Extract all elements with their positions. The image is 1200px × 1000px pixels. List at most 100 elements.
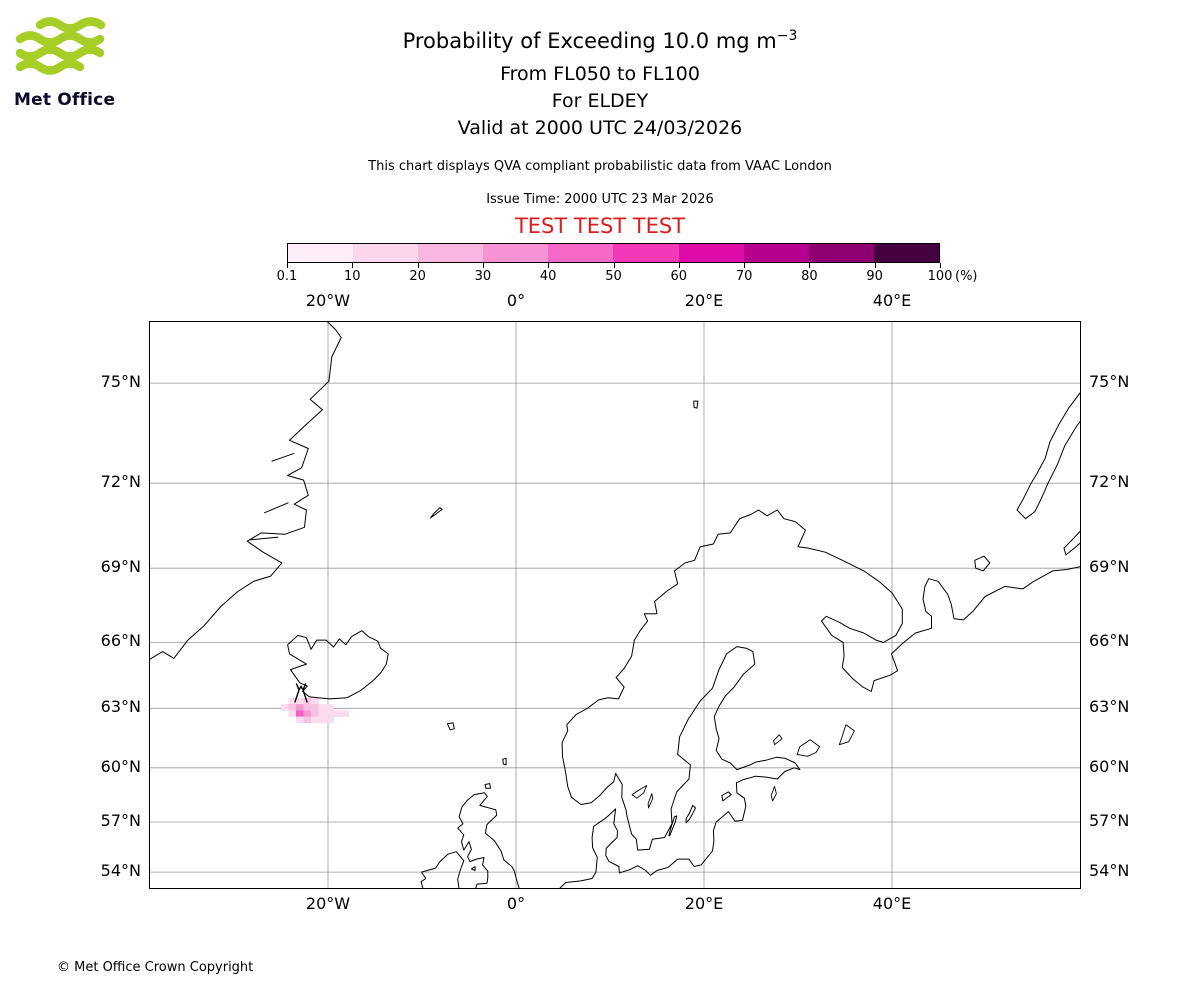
lat-label-left: 60°N xyxy=(100,756,141,776)
probability-legend: 0.1 10 20 30 40 50 60 70 80 90 100 (%) xyxy=(277,243,1007,291)
colorbar-tick-label: 0.1 xyxy=(276,269,298,284)
met-office-logo: Met Office xyxy=(14,16,134,110)
coastline-oland xyxy=(668,815,678,837)
probability-cell xyxy=(303,704,312,711)
copyright-notice: © Met Office Crown Copyright xyxy=(57,960,254,975)
colorbar-segment xyxy=(873,244,939,262)
colorbar-tick xyxy=(744,263,746,268)
chart-title-exponent: −3 xyxy=(776,28,798,44)
lat-label-left: 57°N xyxy=(100,811,141,831)
coastline-isle-of-man xyxy=(470,866,476,871)
lon-label-top: 0° xyxy=(506,291,526,310)
colorbar-tick xyxy=(352,263,354,268)
lat-label-right: 60°N xyxy=(1089,756,1130,776)
lat-label-right: 63°N xyxy=(1089,697,1130,717)
probability-cell xyxy=(311,716,319,724)
issue-time: Issue Time: 2000 UTC 23 Mar 2026 xyxy=(486,192,714,207)
probability-cell xyxy=(288,710,297,717)
lat-label-right: 72°N xyxy=(1089,472,1130,492)
lat-label-left: 69°N xyxy=(100,557,141,577)
test-banner: TEST TEST TEST xyxy=(514,214,686,238)
colorbar-tick xyxy=(548,263,550,268)
colorbar-tick xyxy=(613,263,615,268)
colorbar-segment xyxy=(548,244,614,262)
map-area xyxy=(149,321,1081,889)
probability-cell xyxy=(303,710,312,717)
probability-cell xyxy=(311,710,319,717)
lon-label-bottom: 0° xyxy=(506,894,526,913)
met-office-logo-graphic xyxy=(15,17,106,75)
colorbar-tick-label: 50 xyxy=(605,269,622,284)
colorbar-segment xyxy=(743,244,809,262)
lat-label-right: 69°N xyxy=(1089,557,1130,577)
probability-cell xyxy=(296,704,304,711)
coastline-novaya-zemlya xyxy=(1016,392,1080,520)
probability-cell xyxy=(326,704,334,711)
colorbar-tick xyxy=(678,263,680,268)
coastline-greenland-fjord-1 xyxy=(249,536,279,541)
colorbar-tick xyxy=(940,263,941,268)
colorbar-tick-label: 100 xyxy=(927,269,953,284)
probability-cell xyxy=(326,716,334,724)
coastline-greenland-fjord-2 xyxy=(263,502,289,514)
lat-label-right: 57°N xyxy=(1089,811,1130,831)
coastline-bear-island xyxy=(693,400,699,409)
colorbar-segment xyxy=(418,244,484,262)
colorbar-segment xyxy=(288,244,354,262)
lat-label-right: 66°N xyxy=(1089,631,1130,651)
title-volcano-name: For ELDEY xyxy=(551,90,649,112)
probability-cell xyxy=(303,697,312,705)
probability-cell xyxy=(318,716,327,724)
lake-ladoga xyxy=(796,739,821,757)
coastline-greenland-east-coast xyxy=(150,322,342,660)
lat-label-left: 75°N xyxy=(100,372,141,392)
colorbar-tick xyxy=(482,263,484,268)
lake-peipus xyxy=(770,785,777,802)
probability-cell xyxy=(341,710,350,717)
lat-label-left: 66°N xyxy=(100,631,141,651)
colorbar-tick xyxy=(809,263,811,268)
probability-cell xyxy=(311,697,319,705)
colorbar-tick xyxy=(417,263,419,268)
colorbar-segment xyxy=(483,244,549,262)
chart-title-text: Probability of Exceeding 10.0 mg m xyxy=(402,29,777,53)
probability-cell xyxy=(296,716,304,724)
colorbar-segment xyxy=(353,244,419,262)
coastline-jan-mayen xyxy=(430,507,443,519)
probability-cell xyxy=(303,716,312,724)
coastline-kolguyev-island xyxy=(974,555,991,572)
probability-cell xyxy=(288,697,297,705)
lon-label-bottom: 20°W xyxy=(305,894,351,913)
probability-cell xyxy=(318,710,327,717)
coastline-iceland xyxy=(287,630,389,700)
colorbar-tick-label: 90 xyxy=(866,269,883,284)
qva-compliance-note: This chart displays QVA compliant probab… xyxy=(368,159,832,174)
colorbar-segment xyxy=(613,244,679,262)
chart-title: Probability of Exceeding 10.0 mg m−3 xyxy=(0,28,1200,53)
lat-label-left: 54°N xyxy=(100,861,141,881)
coastline-great-britain xyxy=(457,792,520,888)
colorbar-unit: (%) xyxy=(955,269,978,284)
coastline-orkney xyxy=(484,783,492,789)
lat-label-left: 63°N xyxy=(100,697,141,717)
coastline-vaygach-island xyxy=(1063,530,1080,556)
title-flight-levels: From FL050 to FL100 xyxy=(500,63,700,85)
lake-saimaa xyxy=(773,734,783,746)
colorbar-tick-label: 30 xyxy=(474,269,492,284)
coastline-saaremaa xyxy=(721,791,732,802)
coastline-shetland xyxy=(502,757,507,766)
colorbar-segment xyxy=(678,244,744,262)
lon-label-bottom: 20°E xyxy=(684,894,724,913)
lon-label-top: 20°E xyxy=(684,291,724,310)
probability-cell xyxy=(296,710,304,717)
colorbar-bar xyxy=(287,243,940,263)
coastline-gotland xyxy=(685,804,696,824)
lat-label-right: 54°N xyxy=(1089,861,1130,881)
colorbar-tick-label: 10 xyxy=(344,269,361,284)
colorbar-tick-label: 60 xyxy=(670,269,688,284)
lake-vanern xyxy=(631,785,648,799)
probability-cell xyxy=(296,697,304,705)
probability-cell xyxy=(288,704,297,711)
map-canvas xyxy=(150,322,1080,888)
colorbar-tick-label: 70 xyxy=(735,269,753,284)
